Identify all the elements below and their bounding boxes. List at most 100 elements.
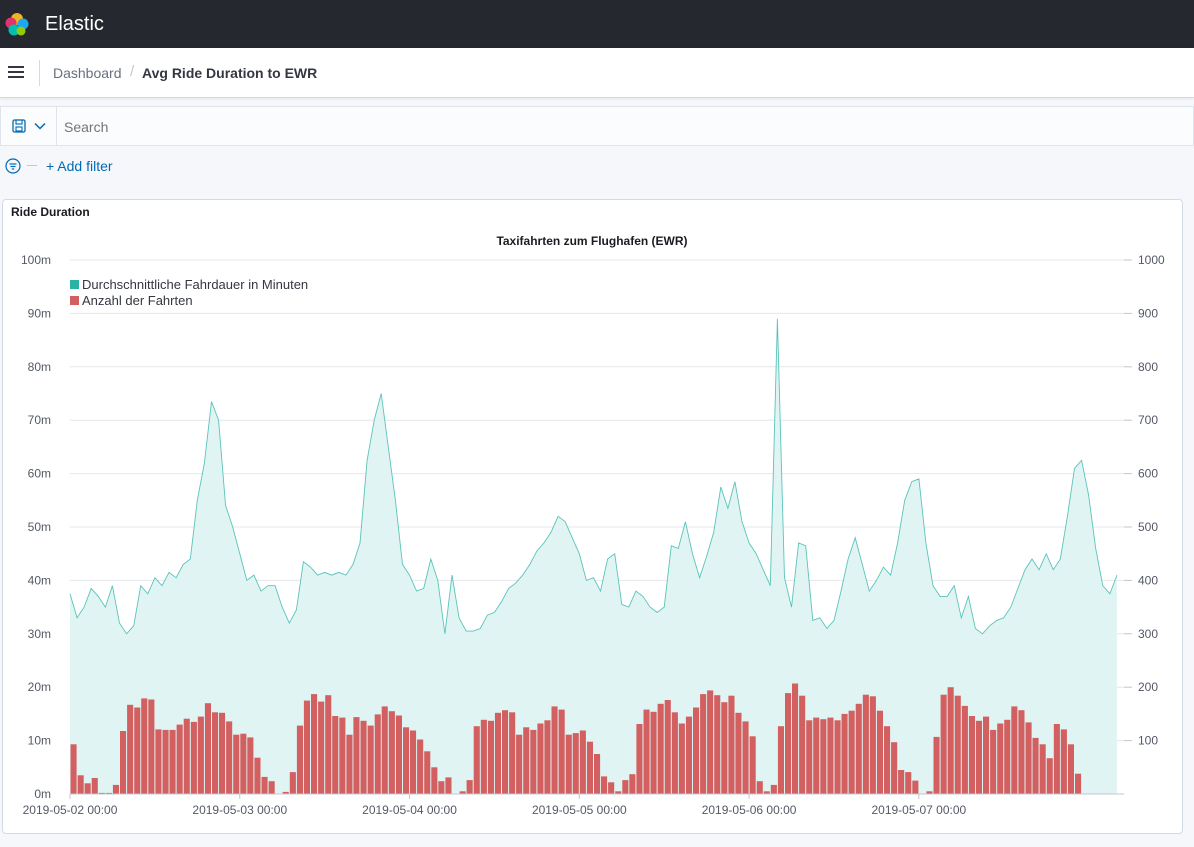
rides-bar[interactable]	[1060, 729, 1067, 794]
rides-bar[interactable]	[735, 712, 742, 794]
rides-bar[interactable]	[657, 703, 664, 794]
rides-bar[interactable]	[926, 791, 933, 794]
rides-bar[interactable]	[466, 780, 473, 794]
rides-bar[interactable]	[990, 729, 997, 794]
rides-bar[interactable]	[268, 781, 275, 794]
rides-bar[interactable]	[1025, 722, 1032, 794]
rides-bar[interactable]	[700, 694, 707, 794]
rides-bar[interactable]	[254, 757, 261, 794]
rides-bar[interactable]	[148, 699, 155, 795]
rides-bar[interactable]	[473, 726, 480, 794]
rides-bar[interactable]	[261, 776, 268, 794]
rides-bar[interactable]	[905, 772, 912, 794]
rides-bar[interactable]	[961, 705, 968, 794]
rides-bar[interactable]	[219, 712, 226, 794]
rides-bar[interactable]	[806, 720, 813, 794]
rides-bar[interactable]	[169, 729, 176, 794]
add-filter-link[interactable]: + Add filter	[46, 158, 113, 174]
rides-bar[interactable]	[855, 703, 862, 794]
rides-bar[interactable]	[247, 737, 254, 794]
rides-bar[interactable]	[693, 707, 700, 795]
rides-bar[interactable]	[303, 700, 310, 794]
rides-bar[interactable]	[636, 724, 643, 794]
saved-query-button[interactable]	[1, 107, 57, 145]
rides-bar[interactable]	[862, 694, 869, 794]
rides-bar[interactable]	[480, 719, 487, 794]
rides-bar[interactable]	[664, 700, 671, 794]
rides-bar[interactable]	[615, 791, 622, 794]
rides-bar[interactable]	[594, 754, 601, 794]
rides-bar[interactable]	[367, 725, 374, 794]
rides-bar[interactable]	[898, 770, 905, 794]
rides-bar[interactable]	[728, 695, 735, 794]
rides-bar[interactable]	[749, 736, 756, 794]
rides-bar[interactable]	[777, 726, 784, 794]
rides-bar[interactable]	[311, 694, 318, 794]
rides-bar[interactable]	[671, 712, 678, 794]
rides-bar[interactable]	[678, 723, 685, 795]
rides-bar[interactable]	[1046, 758, 1053, 794]
rides-bar[interactable]	[799, 695, 806, 794]
rides-bar[interactable]	[523, 727, 530, 795]
rides-bar[interactable]	[233, 734, 240, 794]
rides-bar[interactable]	[494, 712, 501, 794]
rides-bar[interactable]	[70, 744, 77, 794]
rides-bar[interactable]	[622, 780, 629, 794]
rides-bar[interactable]	[353, 717, 360, 794]
rides-bar[interactable]	[601, 776, 608, 794]
rides-bar[interactable]	[572, 733, 579, 794]
rides-bar[interactable]	[551, 706, 558, 794]
legend-rides[interactable]: Anzahl der Fahrten	[82, 293, 193, 308]
rides-bar[interactable]	[1053, 724, 1060, 794]
rides-bar[interactable]	[509, 712, 516, 794]
rides-bar[interactable]	[360, 720, 367, 794]
rides-bar[interactable]	[975, 720, 982, 794]
rides-bar[interactable]	[1075, 773, 1082, 794]
rides-bar[interactable]	[721, 702, 728, 794]
rides-bar[interactable]	[1032, 737, 1039, 794]
rides-bar[interactable]	[296, 725, 303, 794]
rides-bar[interactable]	[438, 781, 445, 794]
legend-duration[interactable]: Durchschnittliche Fahrdauer in Minuten	[82, 277, 308, 292]
rides-bar[interactable]	[190, 721, 197, 794]
rides-bar[interactable]	[403, 727, 410, 795]
rides-bar[interactable]	[785, 693, 792, 794]
rides-bar[interactable]	[105, 792, 112, 794]
rides-bar[interactable]	[381, 706, 388, 794]
rides-bar[interactable]	[127, 704, 134, 794]
rides-bar[interactable]	[516, 734, 523, 794]
rides-bar[interactable]	[770, 784, 777, 794]
rides-bar[interactable]	[332, 716, 339, 794]
rides-bar[interactable]	[318, 701, 325, 794]
rides-bar[interactable]	[445, 777, 452, 794]
rides-bar[interactable]	[827, 717, 834, 794]
rides-bar[interactable]	[530, 729, 537, 794]
rides-bar[interactable]	[983, 716, 990, 794]
hamburger-menu-icon[interactable]	[8, 64, 26, 80]
rides-bar[interactable]	[84, 783, 91, 794]
rides-bar[interactable]	[120, 731, 127, 794]
rides-bar[interactable]	[685, 716, 692, 794]
rides-bar[interactable]	[487, 720, 494, 794]
rides-bar[interactable]	[940, 694, 947, 794]
rides-bar[interactable]	[643, 709, 650, 794]
rides-bar[interactable]	[1039, 744, 1046, 794]
rides-bar[interactable]	[848, 710, 855, 794]
rides-bar[interactable]	[586, 741, 593, 794]
rides-bar[interactable]	[197, 716, 204, 794]
rides-bar[interactable]	[756, 781, 763, 794]
rides-bar[interactable]	[240, 733, 247, 794]
rides-bar[interactable]	[841, 713, 848, 794]
rides-bar[interactable]	[204, 703, 211, 794]
rides-bar[interactable]	[707, 690, 714, 794]
rides-bar[interactable]	[792, 683, 799, 795]
search-input[interactable]	[64, 119, 664, 135]
rides-bar[interactable]	[820, 719, 827, 794]
rides-bar[interactable]	[537, 723, 544, 795]
rides-bar[interactable]	[891, 742, 898, 794]
rides-bar[interactable]	[410, 730, 417, 795]
rides-bar[interactable]	[558, 709, 565, 794]
rides-bar[interactable]	[579, 730, 586, 795]
rides-bar[interactable]	[212, 712, 219, 794]
rides-bar[interactable]	[183, 718, 190, 794]
